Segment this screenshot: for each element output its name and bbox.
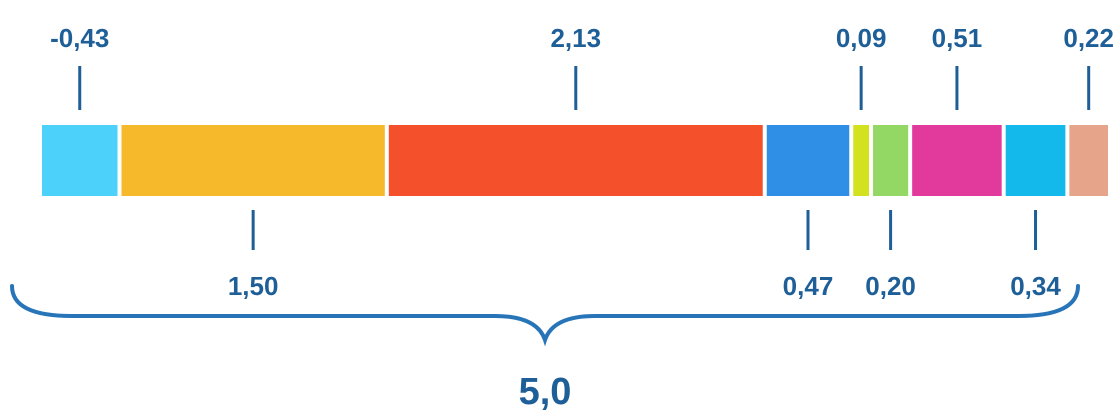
bar-segment xyxy=(42,125,118,196)
data-label: 1,50 xyxy=(228,271,279,301)
bar-segment xyxy=(121,125,385,196)
data-label: 2,13 xyxy=(550,23,601,53)
bar-segment xyxy=(1005,125,1066,196)
bar-segment xyxy=(388,125,763,196)
data-label: -0,43 xyxy=(50,23,109,53)
data-label: 0,34 xyxy=(1010,271,1061,301)
total-brace xyxy=(10,284,1080,347)
data-label: 0,22 xyxy=(1063,23,1114,53)
bar-segment xyxy=(766,125,850,196)
bar-segment xyxy=(853,125,870,196)
bar-segment xyxy=(1069,125,1108,196)
data-labels: -0,43 1,50 2,13 0,47 0,09 0,20 0,51 0,34 0,22 xyxy=(50,23,1114,301)
data-label: 0,09 xyxy=(836,23,887,53)
total-label: 5,0 xyxy=(519,371,572,413)
leader-ticks xyxy=(78,66,1091,250)
data-label: 0,47 xyxy=(783,271,834,301)
data-label: 0,20 xyxy=(865,271,916,301)
data-label: 0,51 xyxy=(932,23,983,53)
bar-segments xyxy=(42,125,1108,196)
bar-segment xyxy=(912,125,1002,196)
bar-segment xyxy=(873,125,909,196)
